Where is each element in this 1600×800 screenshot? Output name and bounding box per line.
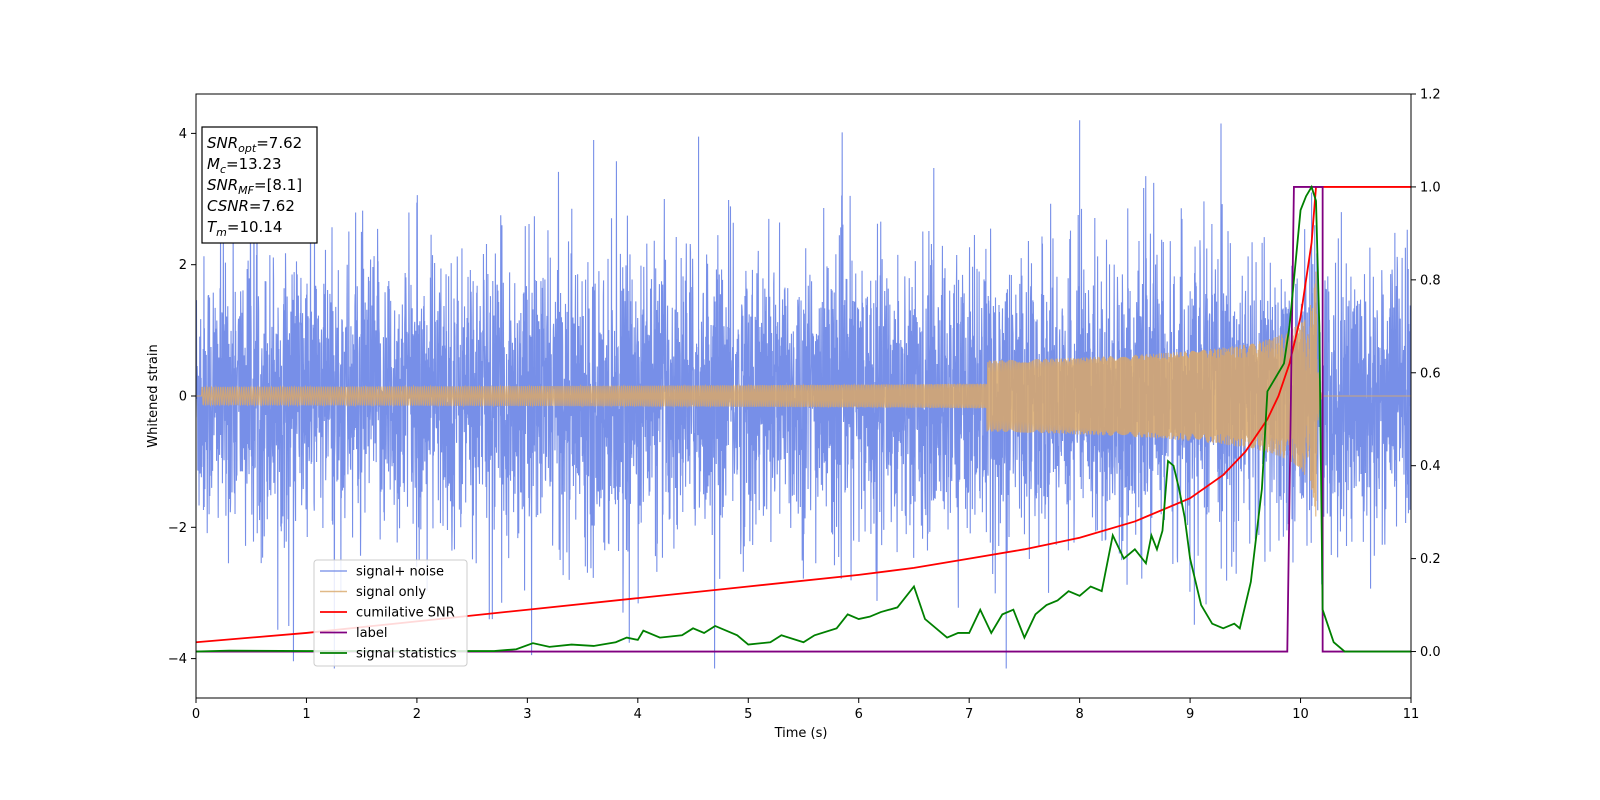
series-cumulative-snr bbox=[196, 186, 1411, 644]
x-tick-label: 3 bbox=[523, 707, 531, 722]
x-axis-label: Time (s) bbox=[774, 726, 828, 741]
y2-tick-label: 1.0 bbox=[1420, 180, 1441, 195]
x-tick-label: 9 bbox=[1186, 707, 1194, 722]
axes: 0 1 2 3 4 5 6 7 8 9 10 11 −4 −2 0 2 4 0.0 0.2 0.4 0.6 0.8 1.0 1… bbox=[168, 88, 1441, 723]
legend-frame bbox=[313, 559, 468, 667]
y2-tick-label: 0.6 bbox=[1420, 366, 1441, 381]
y-tick-label: −2 bbox=[168, 521, 187, 536]
annotation-line: SNRMF=[8.1] bbox=[207, 176, 302, 197]
y2-tick-label: 0.2 bbox=[1420, 552, 1441, 567]
x-tick-label: 11 bbox=[1403, 707, 1420, 722]
x-tick-label: 10 bbox=[1292, 707, 1309, 722]
x-tick-label: 8 bbox=[1075, 707, 1083, 722]
series-label bbox=[196, 186, 1411, 653]
annotation-line: CSNR=7.62 bbox=[207, 197, 295, 215]
y2-tick-label: 1.2 bbox=[1420, 88, 1441, 103]
x-tick-label: 6 bbox=[855, 707, 863, 722]
annotation-line: SNRopt=7.62 bbox=[207, 134, 302, 155]
y-tick-label: 4 bbox=[179, 127, 187, 142]
y2-tick-label: 0.0 bbox=[1420, 645, 1441, 660]
plot-area bbox=[196, 120, 1411, 669]
annotation-line: Tm=10.14 bbox=[207, 218, 282, 239]
y-axis-label: Whitened strain bbox=[146, 344, 161, 447]
y2-tick-label: 0.4 bbox=[1420, 459, 1441, 474]
x-tick-label: 0 bbox=[192, 707, 200, 722]
legend-entry: signal statistics bbox=[356, 647, 457, 662]
series-signal-noise bbox=[196, 120, 1411, 669]
legend-entry: signal only bbox=[356, 585, 426, 600]
y-tick-label: 0 bbox=[179, 390, 187, 405]
y2-tick-label: 0.8 bbox=[1420, 273, 1441, 288]
legend-entry: cumilative SNR bbox=[356, 606, 455, 621]
legend-entry: label bbox=[356, 626, 387, 641]
x-tick-label: 4 bbox=[634, 707, 642, 722]
x-tick-label: 7 bbox=[965, 707, 973, 722]
annotation-line: Mc=13.23 bbox=[207, 155, 282, 176]
x-tick-label: 2 bbox=[413, 707, 421, 722]
series-signal-only bbox=[196, 271, 1411, 517]
y-tick-label: 2 bbox=[179, 258, 187, 273]
x-tick-label: 1 bbox=[302, 707, 310, 722]
x-tick-label: 5 bbox=[744, 707, 752, 722]
legend-entry: signal+ noise bbox=[356, 565, 444, 580]
legend: signal+ noise signal only cumilative SNR la… bbox=[313, 559, 468, 667]
series-signal-statistics bbox=[196, 184, 1411, 653]
y-tick-label: −4 bbox=[168, 652, 187, 667]
annotation-frame bbox=[201, 126, 318, 244]
